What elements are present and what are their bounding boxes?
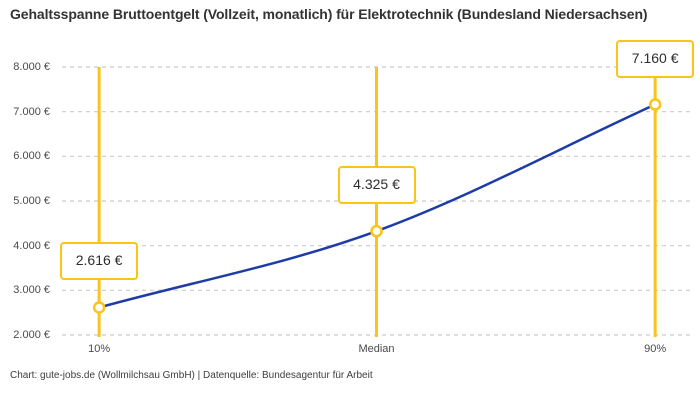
- chart-title: Gehaltsspanne Bruttoentgelt (Vollzeit, m…: [10, 6, 648, 22]
- value-label-box: 2.616 €: [60, 242, 139, 281]
- y-axis-label: 5.000 €: [13, 195, 50, 207]
- data-point-marker: [92, 301, 106, 314]
- data-point-marker: [370, 224, 383, 238]
- y-axis-label: 6.000 €: [13, 150, 50, 163]
- x-axis-label: 90%: [644, 343, 667, 355]
- y-axis-label: 2.000 €: [13, 329, 50, 341]
- y-axis-label: 7.000 €: [13, 105, 50, 118]
- data-point-marker: [648, 98, 662, 111]
- y-axis-label: 3.000 €: [13, 284, 50, 297]
- value-label-box: 4.325 €: [337, 166, 416, 205]
- x-axis-label: Median: [358, 343, 395, 355]
- chart-source-note: Chart: gute-jobs.de (Wollmilchsau GmbH) …: [10, 370, 373, 381]
- y-axis-label: 4.000 €: [13, 239, 50, 252]
- value-label-box: 7.160 €: [616, 39, 695, 78]
- y-axis-label: 8.000 €: [13, 61, 50, 73]
- x-axis-label: 10%: [88, 343, 111, 355]
